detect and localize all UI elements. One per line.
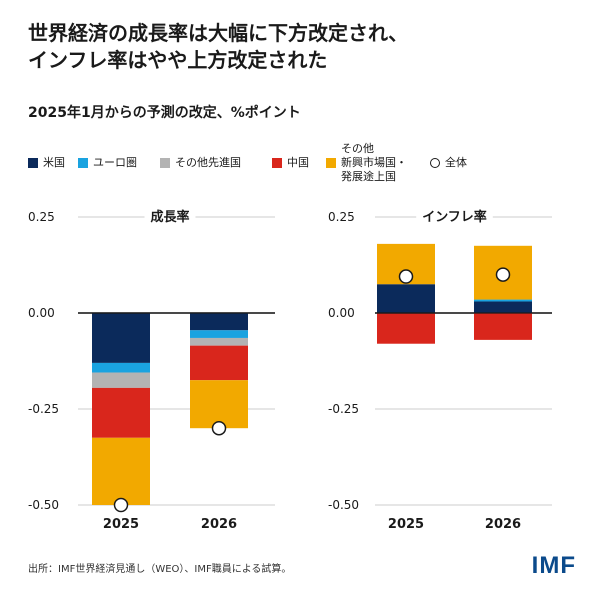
panel-title-background [144, 208, 196, 226]
bar-segment-china-2025 [92, 387, 150, 438]
legend-swatch-emde [326, 158, 336, 168]
source-note: 出所：IMF世界経済見通し（WEO）、IMF職員による試算。 [28, 564, 292, 575]
legend-label-us: 米国 [43, 156, 65, 169]
chart-title-line1: 世界経済の成長率は大幅に下方改定され、 [28, 21, 409, 45]
total-marker-2025 [398, 269, 414, 284]
legend-label-emde: その他 新興市場国・ 発展途上国 [341, 142, 407, 183]
bar-segment-us-2026 [474, 301, 532, 313]
bar-segment-other_adv-2025 [92, 372, 150, 388]
bar-segment-euro-2026 [474, 299, 532, 302]
bar-segment-china-2026 [474, 313, 532, 340]
panel-title-background [416, 208, 493, 226]
bar-segment-euro-2025 [92, 362, 150, 373]
bar-segment-china-2025 [377, 313, 435, 344]
x-tick-label-2026: 2026 [201, 517, 237, 532]
legend-swatch-other-advanced [160, 158, 170, 168]
legend-label-world: 全体 [445, 156, 467, 169]
total-marker-2026 [211, 420, 227, 436]
y-tick-label: 0.25 [28, 210, 55, 224]
legend-item-other-advanced: その他先進国 [160, 156, 241, 170]
panel-title: インフレ率 [422, 209, 487, 225]
bar-segment-us-2025 [377, 284, 435, 313]
y-tick-label: 0.00 [328, 306, 355, 320]
legend-label-china: 中国 [287, 156, 309, 169]
legend-item-us: 米国 [28, 156, 65, 170]
y-tick-label: -0.25 [328, 402, 359, 416]
y-tick-label: 0.00 [28, 306, 55, 320]
x-tick-label-2025: 2025 [103, 517, 139, 532]
chart-subtitle: 2025年1月からの予測の改定、%ポイント [28, 105, 301, 121]
chart-title-line2: インフレ率はやや上方改定された [28, 48, 328, 72]
x-tick-label-2025: 2025 [388, 517, 424, 532]
legend-marker-world [430, 158, 440, 168]
bar-segment-euro-2026 [190, 330, 248, 338]
chart-panel-1: 0.25 0.00 -0.25 -0.50 成長率 2025 2026 [28, 208, 275, 532]
total-marker-2026 [495, 267, 511, 282]
legend-label-other-advanced: その他先進国 [175, 156, 241, 169]
legend-swatch-us [28, 158, 38, 168]
y-tick-label: -0.50 [328, 498, 359, 512]
bar-segment-china-2026 [190, 345, 248, 381]
legend-item-emde: その他 新興市場国・ 発展途上国 [326, 142, 407, 184]
bar-segment-other_adv-2026 [190, 337, 248, 346]
x-tick-label-2026: 2026 [485, 517, 521, 532]
bar-segment-emde-2025 [92, 437, 150, 505]
bar-segment-emde-2026 [190, 380, 248, 429]
total-marker-2025 [113, 497, 129, 513]
bar-segment-us-2025 [92, 313, 150, 363]
y-tick-label: 0.25 [328, 210, 355, 224]
chart-panel-2: 0.25 0.00 -0.25 -0.50 インフレ率 2025 2026 [328, 208, 552, 532]
legend-item-euro: ユーロ圏 [78, 156, 137, 170]
legend-item-world: 全体 [430, 156, 467, 170]
legend-item-china: 中国 [272, 156, 309, 170]
y-tick-label: -0.25 [28, 402, 59, 416]
y-tick-label: -0.50 [28, 498, 59, 512]
bar-segment-us-2026 [190, 313, 248, 331]
legend-label-euro: ユーロ圏 [93, 156, 137, 169]
legend-swatch-euro [78, 158, 88, 168]
chart-title: 世界経済の成長率は大幅に下方改定され、 インフレ率はやや上方改定された [28, 20, 578, 74]
legend: 米国 ユーロ圏 その他先進国 中国 その他 新興市場国・ 発展途上国 全体 [28, 142, 588, 196]
panel-title: 成長率 [150, 209, 189, 225]
legend-swatch-china [272, 158, 282, 168]
imf-logo: IMF [531, 552, 576, 579]
